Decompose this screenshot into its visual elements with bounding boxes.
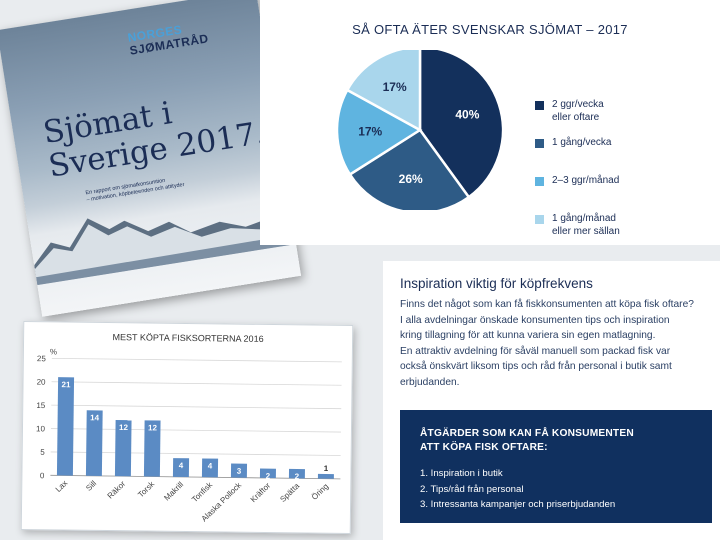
legend-label: 1 gång/månad eller mer sällan <box>552 213 620 237</box>
pie-slice <box>335 88 423 177</box>
pie-chart: 40% 26% 17% 17% <box>335 50 505 210</box>
pie-slice-label: 17% <box>358 125 382 139</box>
x-tick-label: Torsk <box>136 479 157 499</box>
bar-value-label: 4 <box>179 461 184 470</box>
cover-title: Sjömat i Sverige 2017. <box>41 82 268 184</box>
pie-slice-label: 40% <box>455 108 479 122</box>
article-line: också önskvärt liksom tips och råd från … <box>400 361 672 373</box>
bar <box>56 377 75 476</box>
bar-value-label: 12 <box>148 423 158 432</box>
bar <box>85 410 103 476</box>
cover-logo: NORGES SJØMATRÅD <box>127 20 210 58</box>
measures-box: ÅTGÄRDER SOM KAN FÅ KONSUMENTEN ATT KÖPA… <box>400 410 712 523</box>
bar-value-label: 2 <box>266 472 271 481</box>
bar <box>114 419 132 477</box>
y-tick-label: 15 <box>36 401 46 410</box>
bar <box>230 463 248 478</box>
measure-item: 1. Inspiration i butik <box>420 468 503 479</box>
legend-swatch <box>535 215 544 224</box>
y-tick-label: 25 <box>37 354 47 363</box>
bar <box>143 420 161 477</box>
pie-slice-label: 17% <box>383 80 407 94</box>
mountain-landscape-image <box>34 217 297 286</box>
article-line: erbjudanden. <box>400 376 460 388</box>
y-axis-label: % <box>50 347 57 356</box>
x-tick-label: Tonfisk <box>190 480 215 505</box>
bar-value-label: 14 <box>90 413 100 422</box>
x-tick-label: Spätta <box>278 481 301 504</box>
legend-swatch <box>535 139 544 148</box>
bar-value-label: 4 <box>208 462 213 471</box>
pie-slice-label: 26% <box>399 172 423 186</box>
measures-title: ÅTGÄRDER SOM KAN FÅ KONSUMENTEN ATT KÖPA… <box>420 427 660 454</box>
pie-slice <box>345 50 422 133</box>
grid-line <box>51 404 342 410</box>
measures-title-line-1: ÅTGÄRDER SOM KAN FÅ KONSUMENTEN <box>420 428 634 439</box>
y-tick-label: 10 <box>36 424 46 433</box>
x-tick-label: Makrill <box>162 480 185 503</box>
measures-list: 1. Inspiration i butik 2. Tips/råd från … <box>420 466 615 513</box>
x-tick-label: Lax <box>54 479 70 494</box>
article-line: Finns det något som kan få fiskkonsument… <box>400 299 694 310</box>
bar <box>317 473 334 479</box>
bar-value-label: 12 <box>119 423 129 432</box>
article-panel: Inspiration viktig för köpfrekvens Finns… <box>383 261 720 540</box>
report-cover: NORGES SJØMATRÅD Sjömat i Sverige 2017. … <box>0 0 302 317</box>
pie-slice <box>418 50 505 199</box>
legend-label: 2 ggr/vecka eller oftare <box>552 99 604 123</box>
bar <box>172 458 190 478</box>
bar-chart: 0510152025%21Lax14Sill12Räkor12Torsk4Mak… <box>36 347 342 523</box>
measure-item: 3. Intressanta kampanjer och priserbjuda… <box>420 499 616 510</box>
article-line: I alla avdelningar önskade konsumenten t… <box>400 314 670 326</box>
pie-slice <box>348 128 471 210</box>
bar-chart-panel: MEST KÖPTA FISKSORTERNA 2016 0 5 10 15 20 25%… <box>20 320 354 535</box>
y-tick-label: 20 <box>37 378 47 387</box>
bar-value-label: 3 <box>237 467 242 476</box>
y-tick-label: 5 <box>40 448 45 457</box>
grid-line <box>51 381 342 386</box>
bar-value-label: 2 <box>295 472 300 481</box>
x-tick-label: Sill <box>84 479 98 493</box>
article-heading: Inspiration viktig för köpfrekvens <box>400 276 593 291</box>
measure-item: 2. Tips/råd från personal <box>420 483 524 495</box>
x-tick-label: Öring <box>310 482 330 502</box>
x-tick-label: Kräftor <box>249 481 273 504</box>
legend-swatch <box>535 101 544 110</box>
bar-value-label: 21 <box>62 380 72 389</box>
bar-value-label: 1 <box>324 464 329 473</box>
x-tick-label: Räkor <box>106 479 128 501</box>
grid-line <box>51 357 342 363</box>
legend-label: 2–3 ggr/månad <box>552 175 620 186</box>
measures-title-line-2: ATT KÖPA FISK OFTARE: <box>420 441 548 453</box>
article-line: En attraktiv avdelning för såväl manuell… <box>400 345 671 357</box>
pie-chart-panel: SÅ OFTA ÄTER SVENSKAR SJÖMAT – 2017 40% 2… <box>260 0 720 245</box>
article-body: Finns det något som kan få fiskkonsument… <box>400 297 712 391</box>
pie-chart-title: SÅ OFTA ÄTER SVENSKAR SJÖMAT – 2017 <box>352 22 628 37</box>
legend-swatch <box>535 177 544 186</box>
bar <box>288 468 305 479</box>
legend-label: 1 gång/vecka <box>552 137 612 148</box>
y-tick-label: 0 <box>40 471 45 480</box>
bar <box>259 468 276 479</box>
bar <box>201 458 219 478</box>
article-line: kring tillagning för att kunna variera s… <box>400 330 656 342</box>
